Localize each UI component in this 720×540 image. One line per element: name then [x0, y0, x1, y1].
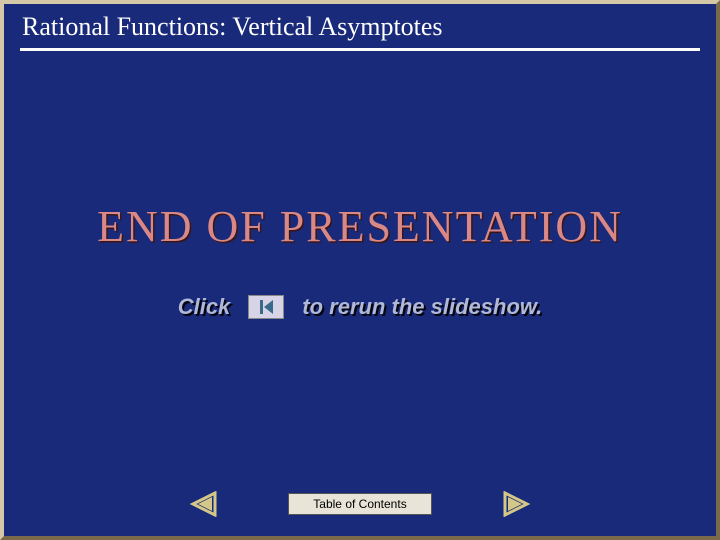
end-of-presentation-text: END OF PRESENTATION	[4, 201, 716, 252]
slide-header: Rational Functions: Vertical Asymptotes	[4, 4, 716, 48]
rewind-icon[interactable]	[248, 295, 284, 319]
title-underline	[20, 48, 700, 51]
previous-slide-button[interactable]	[188, 490, 218, 518]
footer-nav: Table of Contents	[4, 490, 716, 518]
click-prefix-text: Click	[178, 294, 231, 320]
next-slide-button[interactable]	[502, 490, 532, 518]
rerun-instruction-row: Click to rerun the slideshow.	[4, 294, 716, 320]
table-of-contents-button[interactable]: Table of Contents	[288, 493, 431, 515]
click-suffix-text: to rerun the slideshow.	[302, 294, 542, 320]
slide-title: Rational Functions: Vertical Asymptotes	[22, 12, 443, 41]
